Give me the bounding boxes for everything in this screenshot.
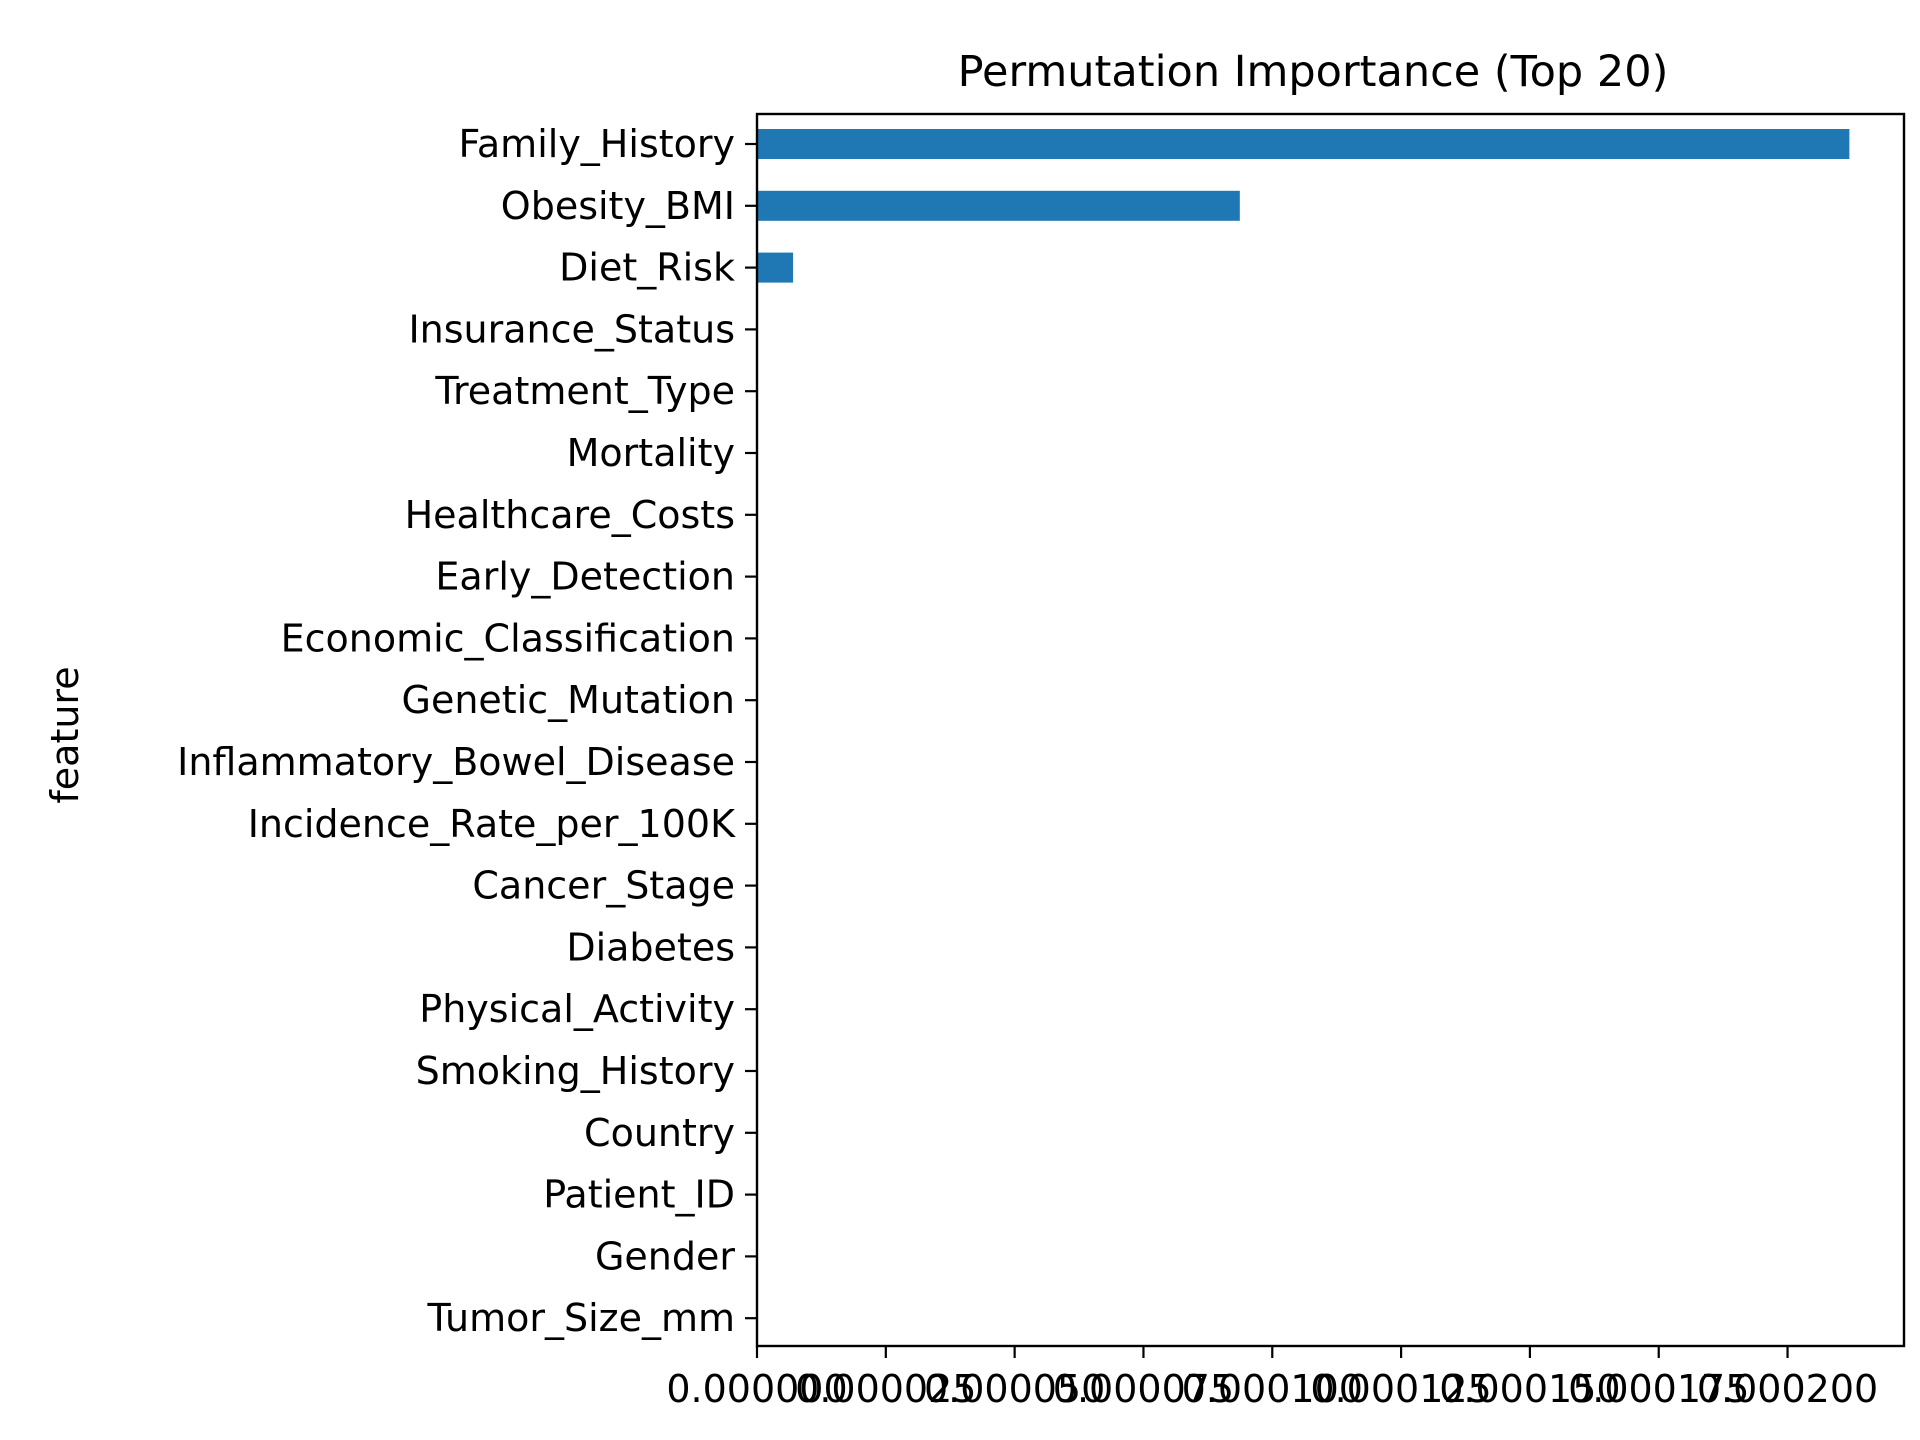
y-tick-label: Healthcare_Costs bbox=[405, 493, 735, 537]
y-tick-label: Tumor_Size_mm bbox=[427, 1296, 735, 1340]
x-tick-label: 0.000200 bbox=[1697, 1367, 1878, 1411]
x-tick-label: 0.000100 bbox=[1182, 1367, 1363, 1411]
y-tick-label: Economic_Classification bbox=[281, 616, 735, 660]
y-tick-label: Patient_ID bbox=[543, 1173, 735, 1217]
x-tick-label: 0.000175 bbox=[1568, 1367, 1749, 1411]
bar-diet-risk bbox=[757, 252, 794, 283]
y-tick-label: Physical_Activity bbox=[419, 987, 735, 1031]
y-tick-label: Inflammatory_Bowel_Disease bbox=[177, 740, 735, 784]
x-tick-label: 0.000050 bbox=[924, 1367, 1105, 1411]
x-tick-label: 0.000150 bbox=[1439, 1367, 1620, 1411]
y-tick-label: Early_Detection bbox=[435, 555, 735, 599]
y-tick-label: Treatment_Type bbox=[434, 369, 735, 413]
y-tick-label: Incidence_Rate_per_100K bbox=[248, 802, 736, 846]
x-axis: 0.0000000.0000250.0000500.0000750.000100… bbox=[666, 1346, 1878, 1411]
y-tick-label: Genetic_Mutation bbox=[402, 678, 735, 722]
y-tick-label: Insurance_Status bbox=[408, 307, 735, 351]
plot-frame bbox=[755, 112, 1906, 1348]
y-tick-label: Smoking_History bbox=[416, 1049, 735, 1093]
y-tick-label: Diet_Risk bbox=[559, 246, 735, 290]
y-tick-label: Mortality bbox=[567, 431, 735, 475]
y-axis-label: feature bbox=[43, 666, 87, 803]
bar-obesity-bmi bbox=[757, 190, 1240, 221]
bar-family-history bbox=[757, 129, 1850, 159]
y-tick-label: Family_History bbox=[459, 122, 735, 166]
y-tick-label: Gender bbox=[595, 1234, 735, 1278]
y-tick-label: Country bbox=[584, 1111, 735, 1155]
x-tick-label: 0.000000 bbox=[666, 1367, 847, 1411]
x-tick-label: 0.000125 bbox=[1310, 1367, 1491, 1411]
y-axis: Family_History Obesity_BMI Diet_Risk Insura… bbox=[177, 122, 757, 1340]
y-tick-label: Cancer_Stage bbox=[472, 864, 735, 908]
x-tick-label: 0.000025 bbox=[795, 1367, 976, 1411]
y-tick-label: Diabetes bbox=[566, 925, 735, 969]
chart-title: Permutation Importance (Top 20) bbox=[958, 47, 1669, 97]
y-tick-label: Obesity_BMI bbox=[501, 184, 735, 228]
bars-group bbox=[757, 129, 1850, 283]
x-tick-label: 0.000075 bbox=[1053, 1367, 1234, 1411]
